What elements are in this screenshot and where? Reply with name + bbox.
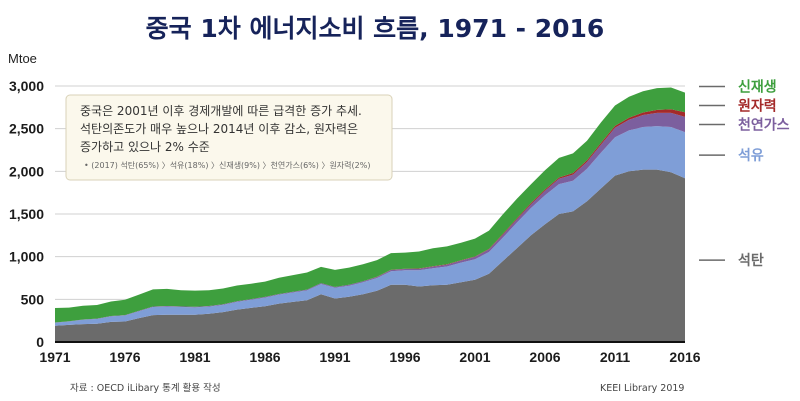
- x-tick-labels: 1971 1976 1981 1986 1991 1996 2001 2006 2011 2016: [39, 349, 700, 365]
- legend-label: 석유: [738, 148, 764, 164]
- x-tick-label: 1971: [39, 349, 70, 365]
- area-series: [55, 169, 685, 342]
- annotation-box-frame: [65, 94, 393, 181]
- chart-title: 중국 1차 에너지소비 흐름, 1971 - 2016: [146, 14, 605, 43]
- annotation-box: 중국은 2001년 이후 경제개발에 따른 급격한 증가 추세. 석탄의존도가 …: [65, 94, 393, 181]
- y-tick-label: 2,000: [9, 163, 44, 179]
- legend-label: 천연가스: [738, 117, 790, 133]
- y-tick-label: 2,500: [9, 121, 44, 137]
- x-tick-label: 2011: [600, 349, 631, 365]
- y-tick-label: 3,000: [9, 78, 44, 94]
- x-tick-label: 2006: [529, 349, 560, 365]
- legend-label: 원자력: [738, 98, 777, 114]
- y-axis-unit: Mtoe: [8, 51, 37, 66]
- y-tick-label: 0: [36, 334, 44, 350]
- legend: 석탄 석유 천연가스 원자력 신재생: [699, 79, 790, 269]
- stacked-area-series: [55, 87, 685, 342]
- y-tick-label: 1,500: [9, 206, 44, 222]
- y-tick-label: 500: [21, 291, 45, 307]
- area-series: [55, 87, 685, 323]
- annotation-line-3: 증가하고 있으나 2% 수준: [80, 140, 210, 154]
- x-tick-label: 1991: [319, 349, 350, 365]
- area-series: [55, 126, 685, 326]
- x-tick-label: 2001: [459, 349, 490, 365]
- annotation-shares: • (2017) 석탄(65%) 〉석유(18%) 〉신재생(9%) 〉천연가스…: [84, 160, 370, 170]
- x-tick-label: 1976: [109, 349, 140, 365]
- credit-note: KEEI Library 2019: [600, 383, 684, 394]
- x-tick-label: 1996: [389, 349, 420, 365]
- x-tick-label: 1986: [249, 349, 280, 365]
- legend-label: 신재생: [738, 79, 777, 95]
- y-tick-labels: 0 500 1,000 1,500 2,000 2,500 3,000: [9, 78, 44, 350]
- y-tick-label: 1,000: [9, 249, 44, 265]
- x-tick-label: 2016: [669, 349, 700, 365]
- annotation-line-2: 석탄의존도가 매우 높으나 2014년 이후 감소, 원자력은: [80, 122, 358, 136]
- x-tick-label: 1981: [179, 349, 210, 365]
- legend-label: 석탄: [738, 252, 764, 269]
- annotation-line-1: 중국은 2001년 이후 경제개발에 따른 급격한 증가 추세.: [80, 104, 362, 118]
- source-note: 자료 : OECD iLibary 통계 활용 작성: [70, 382, 221, 394]
